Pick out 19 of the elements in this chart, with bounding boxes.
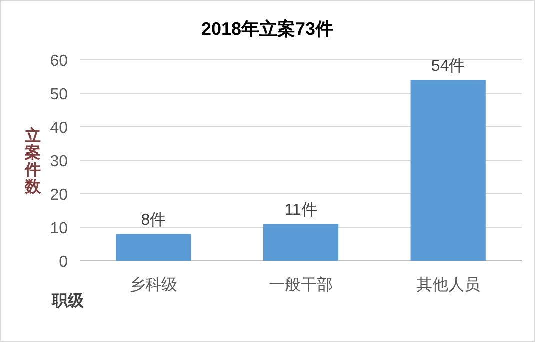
y-axis-title: 立案件数 xyxy=(24,126,42,196)
y-tick-label: 30 xyxy=(50,154,68,170)
data-label: 8件 xyxy=(141,212,166,230)
bar xyxy=(410,80,486,261)
chart-title: 2018年立案73件 xyxy=(201,19,334,39)
x-tick-label: 其他人员 xyxy=(416,276,480,294)
data-label: 54件 xyxy=(431,58,466,76)
y-tick-label: 50 xyxy=(50,86,68,104)
y-tick-label: 0 xyxy=(59,254,68,271)
data-label: 11件 xyxy=(284,202,318,220)
x-tick-label: 乡科级 xyxy=(130,276,178,294)
x-tick-label: 一般干部 xyxy=(269,276,333,294)
y-tick-label: 40 xyxy=(50,120,68,137)
x-axis-title: 职级 xyxy=(51,292,85,310)
y-tick-label: 10 xyxy=(50,220,68,238)
bar xyxy=(263,224,339,261)
y-tick-label: 20 xyxy=(50,187,68,204)
bar xyxy=(116,234,192,261)
y-tick-label: 60 xyxy=(50,53,68,70)
